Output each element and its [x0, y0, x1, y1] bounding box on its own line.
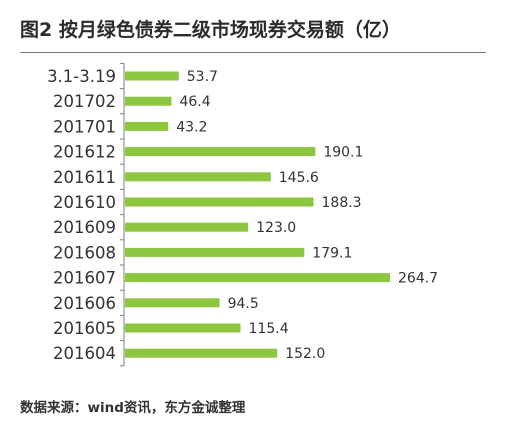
bar — [125, 197, 314, 207]
bar — [125, 147, 316, 157]
category-label: 201605 — [53, 319, 116, 338]
category-label: 201604 — [53, 344, 116, 363]
bar — [125, 121, 169, 131]
value-label: 115.4 — [249, 321, 289, 337]
value-label: 53.7 — [187, 69, 218, 85]
value-label: 188.3 — [322, 195, 362, 211]
value-label: 94.5 — [228, 296, 259, 312]
category-label: 3.1-3.19 — [47, 67, 116, 86]
bar — [125, 348, 278, 358]
title-divider — [20, 52, 486, 53]
category-label: 201609 — [53, 218, 116, 237]
value-label: 190.1 — [323, 145, 363, 161]
value-label: 46.4 — [179, 94, 210, 110]
chart-title: 图2 按月绿色债券二级市场现券交易额（亿） — [20, 19, 401, 41]
category-label: 201702 — [53, 92, 116, 111]
category-label: 201612 — [53, 143, 116, 162]
bar-chart: 3.1-3.19 53.7 201702 46.4 201701 43.2 201612 19… — [47, 62, 438, 367]
category-label: 201611 — [53, 168, 116, 187]
value-label: 264.7 — [398, 271, 438, 287]
bar — [125, 71, 179, 81]
bar — [125, 96, 172, 106]
value-label: 152.0 — [285, 346, 325, 362]
value-label: 43.2 — [176, 119, 207, 135]
category-label: 201608 — [53, 243, 116, 262]
category-label: 201610 — [53, 193, 116, 212]
bar — [125, 273, 390, 283]
value-label: 145.6 — [279, 170, 319, 186]
bar — [125, 323, 241, 333]
bar — [125, 298, 220, 308]
value-label: 123.0 — [256, 220, 296, 236]
value-label: 179.1 — [312, 245, 352, 261]
category-label: 201606 — [53, 294, 116, 313]
bar — [125, 172, 271, 182]
bar — [125, 222, 249, 232]
source-note: 数据来源：wind资讯，东方金诚整理 — [20, 400, 246, 416]
category-label: 201701 — [53, 117, 116, 136]
bar — [125, 247, 305, 257]
category-label: 201607 — [53, 269, 116, 288]
